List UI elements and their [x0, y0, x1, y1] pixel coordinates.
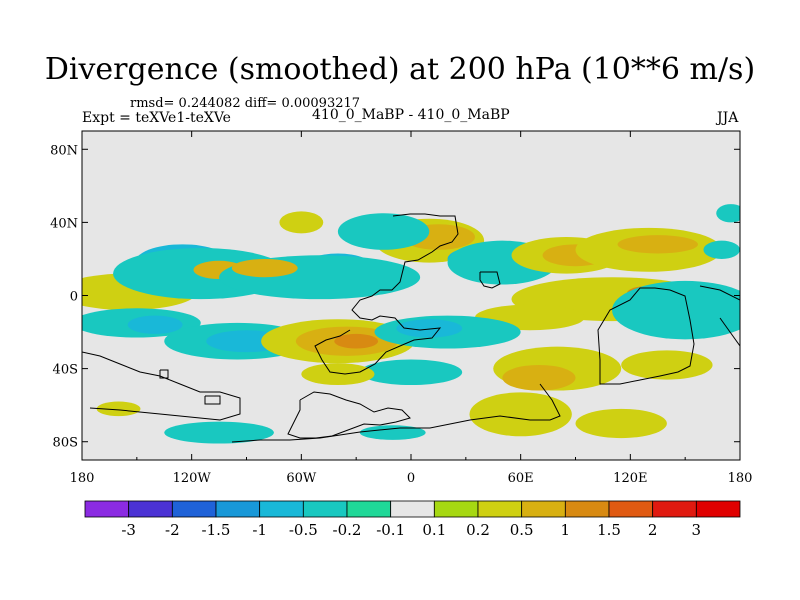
field-region [617, 235, 698, 254]
field-region [301, 363, 375, 386]
y-tick-label: 40N [50, 216, 78, 231]
field-region [621, 350, 713, 380]
field-region [575, 408, 667, 439]
y-tick-label: 80N [50, 143, 78, 158]
x-tick-label: 60E [508, 471, 534, 486]
field-region [703, 240, 740, 259]
colorbar-swatch [521, 500, 566, 518]
colorbar-label: -0.2 [333, 521, 362, 539]
y-tick-label: 80S [53, 436, 78, 451]
colorbar-swatch [477, 500, 523, 518]
colorbar-swatch [390, 500, 435, 518]
field-region [127, 315, 183, 334]
colorbar-swatch [608, 500, 654, 518]
x-tick-label: 120W [173, 471, 212, 486]
colorbar-label: 0.5 [510, 521, 534, 539]
colorbar-swatch [652, 500, 697, 518]
field-region [231, 258, 298, 278]
colorbar-swatch [259, 500, 304, 518]
y-axis: 80N 40N 0 40S 80S [50, 143, 740, 451]
x-tick-label: 0 [407, 471, 415, 486]
colorbar-label: 3 [692, 521, 702, 539]
chart-title: Divergence (smoothed) at 200 hPa (10**6 … [44, 52, 756, 87]
colorbar-swatch [564, 500, 610, 518]
x-axis: 180 120W 60W 0 60E 120E 180 [70, 131, 753, 486]
x-tick-label: 60W [286, 471, 317, 486]
colorbar-label: 1 [561, 521, 571, 539]
colorbar-label: -1 [252, 521, 267, 539]
colorbar-label: -0.5 [289, 521, 318, 539]
field-region [337, 213, 430, 250]
field-region [359, 359, 463, 386]
colorbar-swatch [695, 500, 741, 518]
season-label: JJA [717, 110, 739, 126]
field-region [164, 421, 274, 444]
x-tick-label: 180 [728, 471, 753, 486]
center-label: 410_0_MaBP - 410_0_MaBP [312, 107, 510, 123]
colorbar: -3 -2 -1.5 -1 -0.5 -0.2 -0.1 0.1 0.2 0.5 1 1.5 2 3 [84, 500, 741, 539]
colorbar-label: -3 [121, 521, 136, 539]
colorbar-swatch [346, 500, 392, 518]
colorbar-label: -1.5 [202, 521, 231, 539]
colorbar-label: -0.1 [376, 521, 405, 539]
field-region [96, 401, 141, 417]
field-region [469, 392, 572, 437]
experiment-label: Expt = teXVe1-teXVe [82, 110, 231, 126]
colorbar-label: 1.5 [597, 521, 621, 539]
x-tick-label: 180 [70, 471, 95, 486]
y-tick-label: 40S [53, 363, 78, 378]
colorbar-label: 2 [648, 521, 658, 539]
stats-label: rmsd= 0.244082 diff= 0.00093217 [130, 96, 361, 111]
colorbar-swatch [215, 500, 261, 518]
colorbar-label: 0.1 [422, 521, 446, 539]
field-region [502, 364, 576, 391]
field-region [359, 425, 426, 440]
field-region [716, 204, 740, 223]
field-region [279, 211, 324, 234]
colorbar-swatch [84, 500, 130, 518]
colorbar-swatch [128, 500, 173, 518]
colorbar-swatch [171, 500, 217, 518]
colorbar-label: -2 [165, 521, 180, 539]
colorbar-label: 0.2 [466, 521, 490, 539]
field-region [612, 280, 740, 340]
field-region [396, 319, 463, 338]
continent-outline [82, 213, 740, 443]
field-region [334, 333, 379, 349]
y-tick-label: 0 [70, 290, 78, 305]
colorbar-swatch [433, 500, 479, 518]
x-tick-label: 120E [613, 471, 647, 486]
colorbar-swatch [302, 500, 348, 518]
